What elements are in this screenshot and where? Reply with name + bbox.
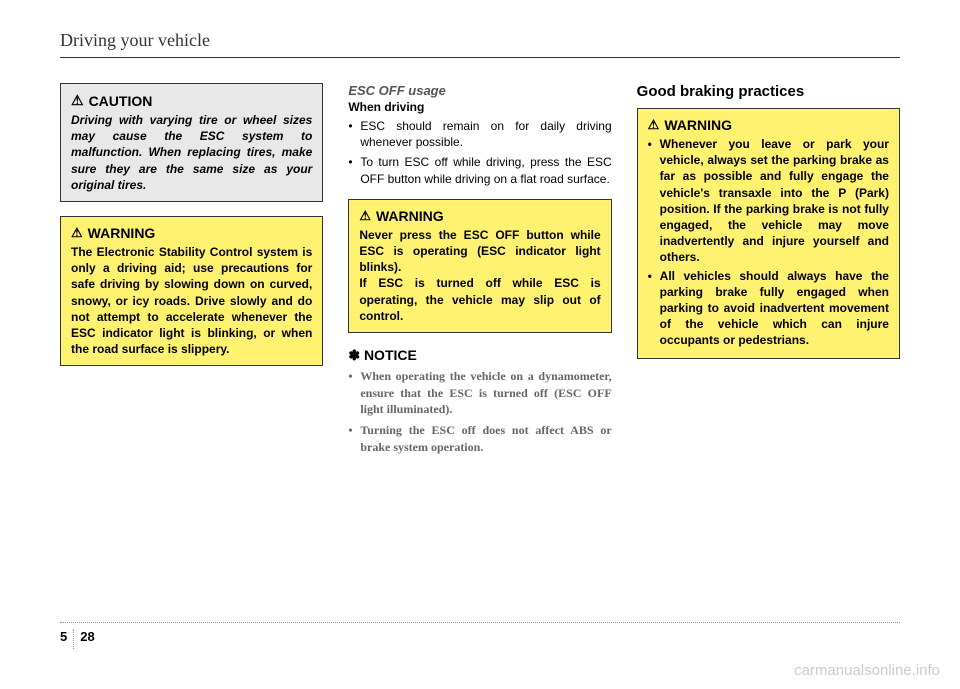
warning-box-1: ⚠ WARNING The Electronic Stability Contr… (60, 216, 323, 366)
esc-bullet-list: ESC should remain on for daily driving w… (348, 118, 611, 187)
list-item: Whenever you leave or park your vehicle,… (648, 136, 889, 266)
column-2: ESC OFF usage When driving ESC should re… (348, 83, 611, 460)
page-num-divider (73, 629, 74, 649)
list-item: All vehicles should always have the park… (648, 268, 889, 349)
list-item: When operating the vehicle on a dynamome… (348, 368, 611, 418)
column-3: Good braking practices ⚠ WARNING Wheneve… (637, 83, 900, 460)
list-item: To turn ESC off while driving, press the… (348, 154, 611, 186)
page-number: 5 28 (60, 629, 900, 649)
warning-box-2: ⚠ WARNING Never press the ESC OFF button… (348, 199, 611, 333)
warning-icon: ⚠ (71, 225, 83, 241)
esc-off-heading: ESC OFF usage (348, 83, 611, 98)
header-rule (60, 57, 900, 58)
caution-icon: ⚠ (71, 92, 84, 109)
warning-title-2: WARNING (376, 208, 444, 224)
warning-body-2: Never press the ESC OFF button while ESC… (359, 227, 600, 324)
watermark-text: carmanualsonline.info (794, 662, 940, 679)
warning-bullet-list: Whenever you leave or park your vehicle,… (648, 136, 889, 348)
warning-body-2b: If ESC is turned off while ESC is operat… (359, 275, 600, 324)
warning-title-1: WARNING (88, 225, 156, 241)
caution-box: ⚠ CAUTION Driving with varying tire or w… (60, 83, 323, 202)
content-columns: ⚠ CAUTION Driving with varying tire or w… (60, 83, 900, 460)
warning-title-3: WARNING (664, 117, 732, 133)
caution-title-row: ⚠ CAUTION (71, 92, 312, 109)
manual-page: Driving your vehicle ⚠ CAUTION Driving w… (0, 0, 960, 689)
warning-icon: ⚠ (359, 208, 371, 224)
caution-title: CAUTION (89, 93, 153, 109)
caution-body: Driving with varying tire or wheel sizes… (71, 112, 312, 193)
page-footer: 5 28 (60, 622, 900, 649)
when-driving-heading: When driving (348, 100, 611, 114)
warning-body-2a: Never press the ESC OFF button while ESC… (359, 227, 600, 276)
warning-title-row-1: ⚠ WARNING (71, 225, 312, 241)
list-item: ESC should remain on for daily driving w… (348, 118, 611, 150)
warning-box-3: ⚠ WARNING Whenever you leave or park you… (637, 108, 900, 359)
list-item: Turning the ESC off does not affect ABS … (348, 422, 611, 456)
notice-heading: ✽ NOTICE (348, 347, 611, 364)
page-number-value: 28 (80, 629, 94, 649)
warning-body-1: The Electronic Stability Control system … (71, 244, 312, 357)
column-1: ⚠ CAUTION Driving with varying tire or w… (60, 83, 323, 460)
footer-rule (60, 622, 900, 623)
warning-icon: ⚠ (648, 117, 660, 133)
warning-title-row-3: ⚠ WARNING (648, 117, 889, 133)
warning-title-row-2: ⚠ WARNING (359, 208, 600, 224)
section-number: 5 (60, 629, 67, 649)
warning-body-3: Whenever you leave or park your vehicle,… (648, 136, 889, 348)
notice-bullet-list: When operating the vehicle on a dynamome… (348, 368, 611, 456)
page-header: Driving your vehicle (60, 30, 900, 51)
good-braking-heading: Good braking practices (637, 83, 900, 100)
